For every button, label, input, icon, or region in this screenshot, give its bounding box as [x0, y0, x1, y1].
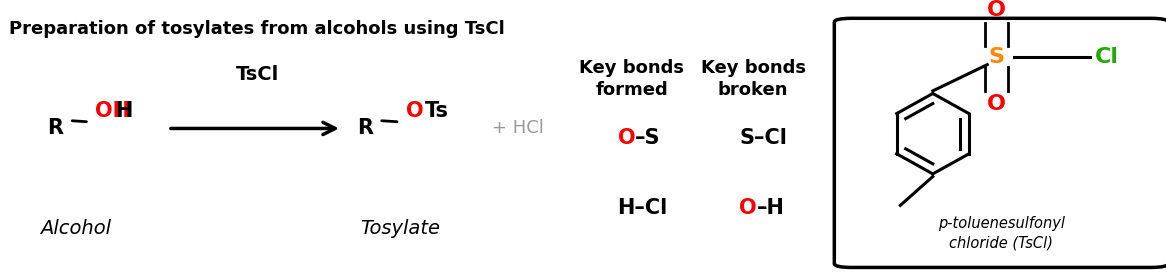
Text: H–Cl: H–Cl	[618, 198, 668, 218]
Text: H: H	[114, 101, 132, 121]
Text: Preparation of tosylates from alcohols using TsCl: Preparation of tosylates from alcohols u…	[9, 20, 505, 38]
Text: S: S	[989, 47, 1005, 67]
Text: Alcohol: Alcohol	[40, 219, 111, 238]
Text: p-toluenesulfonyl
chloride (TsCl): p-toluenesulfonyl chloride (TsCl)	[937, 216, 1065, 251]
Text: O: O	[406, 101, 423, 121]
Text: O: O	[988, 94, 1006, 114]
Text: R: R	[357, 118, 373, 138]
Text: OH: OH	[94, 101, 131, 121]
Text: R: R	[48, 118, 64, 138]
Text: Cl: Cl	[1095, 47, 1119, 67]
Text: O: O	[988, 0, 1006, 19]
Text: Key bonds
broken: Key bonds broken	[701, 59, 806, 99]
Text: TsCl: TsCl	[236, 65, 279, 84]
Text: –H: –H	[757, 198, 785, 218]
Text: Ts: Ts	[426, 101, 449, 121]
Text: Tosylate: Tosylate	[360, 219, 440, 238]
Text: + HCl: + HCl	[492, 119, 545, 138]
Text: S–Cl: S–Cl	[739, 128, 787, 148]
Text: –S: –S	[635, 128, 660, 148]
FancyBboxPatch shape	[835, 18, 1166, 267]
Text: O: O	[618, 128, 635, 148]
Text: O: O	[739, 198, 757, 218]
Text: Key bonds
formed: Key bonds formed	[580, 59, 684, 99]
